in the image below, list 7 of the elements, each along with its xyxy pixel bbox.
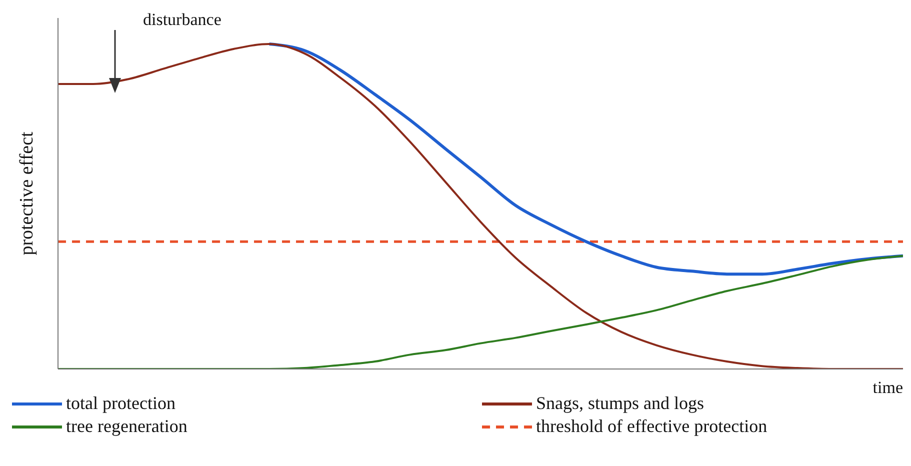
text: disturbance — [143, 10, 222, 30]
legend-label: threshold of effective protection — [536, 416, 768, 437]
y-axis-title: protective effect — [16, 130, 38, 256]
legend-label: Snags, stumps and logs — [536, 393, 704, 414]
x-axis-title: time — [872, 378, 903, 397]
legend-label: tree regeneration — [66, 416, 188, 437]
legend-label: total protection — [66, 393, 176, 414]
